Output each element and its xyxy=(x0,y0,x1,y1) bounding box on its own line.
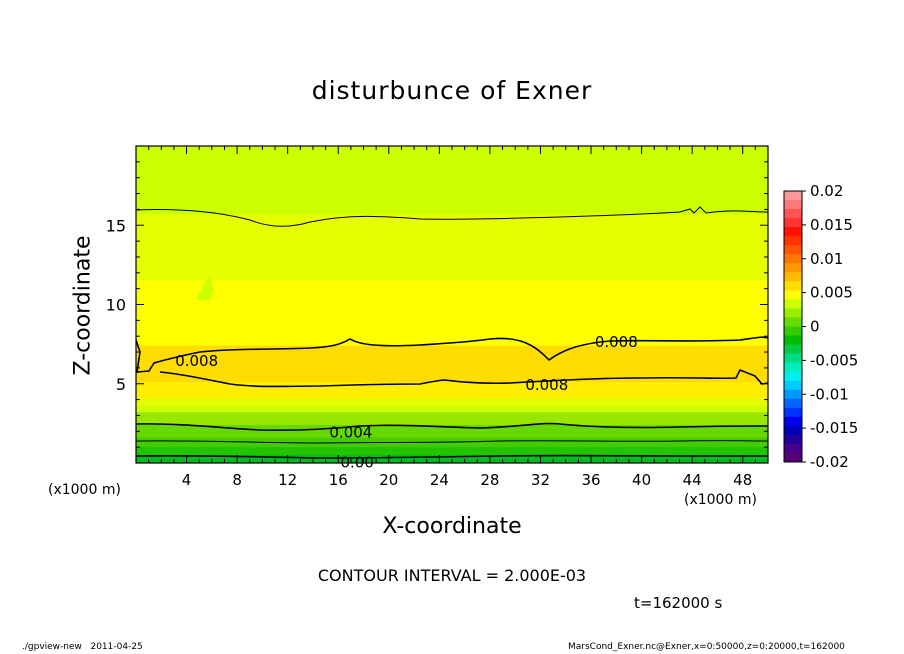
colorbar-segment xyxy=(784,434,802,445)
x-tick-label: 32 xyxy=(531,471,550,489)
footer-left: ./gpview-new 2011-04-25 xyxy=(22,642,143,652)
x-tick-label: 4 xyxy=(182,471,192,489)
colorbar-tick-label: 0.005 xyxy=(810,284,853,302)
x-tick-label: 48 xyxy=(733,471,752,489)
contour-interval-text: CONTOUR INTERVAL = 2.000E-03 xyxy=(317,566,587,585)
contour-line-002 xyxy=(136,440,768,444)
colorbar-segment xyxy=(784,290,802,300)
colorbar-segment xyxy=(784,218,802,228)
colorbar: 0.02 0.015 0.01 0.005 0 -0.005 -0.01 -0.015 -0.0… xyxy=(783,182,858,471)
contour-label-2: 0.008 xyxy=(525,376,568,394)
colorbar-tick-label: 0.015 xyxy=(810,216,853,234)
colorbar-segment xyxy=(784,308,802,318)
x-tick-label: 36 xyxy=(581,471,600,489)
colorbar-segment xyxy=(784,371,802,382)
colorbar-segment xyxy=(784,317,802,327)
colorbar-tick-label: -0.01 xyxy=(810,385,849,403)
colorbar-segment xyxy=(784,344,802,355)
y-tick-label: 5 xyxy=(116,375,126,394)
colorbar-segment xyxy=(784,407,802,418)
contour-label-3: 0.004 xyxy=(329,423,372,441)
y-tick-label: 10 xyxy=(106,296,126,315)
filled-contour-bands xyxy=(136,146,768,463)
footer-right: MarsCond_Exner.nc@Exner,x=0:50000,z=0:20… xyxy=(568,642,845,652)
colorbar-tick-label: -0.005 xyxy=(810,351,858,369)
colorbar-segment xyxy=(784,254,802,264)
colorbar-segment xyxy=(784,389,802,400)
colorbar-segment xyxy=(784,245,802,255)
colorbar-tick-label: -0.015 xyxy=(810,419,858,437)
colorbar-segment xyxy=(784,200,802,210)
colorbar-segment xyxy=(784,281,802,291)
colorbar-segment xyxy=(784,263,802,273)
x-tick-label: 24 xyxy=(430,471,449,489)
colorbar-segment xyxy=(784,398,802,409)
x-unit-label-right: (x1000 m) xyxy=(684,492,757,508)
colorbar-segment xyxy=(784,209,802,219)
colorbar-segment xyxy=(784,191,802,201)
colorbar-segment xyxy=(784,236,802,246)
time-text: t=162000 s xyxy=(634,594,723,612)
colorbar-segment xyxy=(784,353,802,364)
colorbar-segment xyxy=(784,425,802,436)
y-tick-label: 15 xyxy=(106,216,126,235)
colorbar-segment xyxy=(784,362,802,373)
colorbar-tick-label: -0.02 xyxy=(810,453,849,471)
x-tick-label: 40 xyxy=(632,471,651,489)
colorbar-segment xyxy=(784,335,802,346)
x-tick-label: 16 xyxy=(329,471,348,489)
x-axis-ticks: 4 8 12 16 20 24 28 32 36 40 44 48 xyxy=(148,146,756,489)
contour-lines xyxy=(136,206,768,459)
contour-line-008-lower xyxy=(159,368,768,388)
colorbar-segment xyxy=(784,416,802,427)
colorbar-segment xyxy=(784,443,802,454)
contour-line-004 xyxy=(136,422,768,432)
x-tick-label: 20 xyxy=(379,471,398,489)
colorbar-segment xyxy=(784,272,802,282)
contour-label-text: 0.008 xyxy=(175,352,218,370)
x-tick-label: 12 xyxy=(278,471,297,489)
colorbar-segment xyxy=(784,227,802,237)
x-tick-label: 44 xyxy=(683,471,702,489)
colorbar-segment xyxy=(784,380,802,391)
contour-line-008-upper xyxy=(136,336,768,373)
colorbar-tick-label: 0.02 xyxy=(810,182,843,200)
colorbar-segment xyxy=(784,299,802,309)
x-tick-label: 8 xyxy=(232,471,242,489)
band-notch xyxy=(196,276,214,300)
x-axis-label: X-coordinate xyxy=(382,514,522,539)
x-tick-label: 28 xyxy=(480,471,499,489)
colorbar-tick-label: 0.01 xyxy=(810,250,843,268)
contour-label-0: 0.008 xyxy=(175,352,218,370)
colorbar-segment xyxy=(784,452,802,463)
colorbar-tick-label: 0 xyxy=(810,318,820,336)
contour-label-text: 0.008 xyxy=(525,376,568,394)
contour-label-1: 0.008 xyxy=(595,333,638,351)
colorbar-segment xyxy=(784,326,802,337)
contour-label-text: 0.004 xyxy=(329,423,372,441)
contour-line-upper xyxy=(136,206,768,227)
y-axis-ticks: 5 10 15 xyxy=(106,161,768,448)
y-axis-label: Z-coordinate xyxy=(70,235,96,376)
x-unit-label-left: (x1000 m) xyxy=(48,482,121,498)
chart-title: disturbunce of Exner xyxy=(311,76,593,105)
contour-label-text: 0.008 xyxy=(595,333,638,351)
